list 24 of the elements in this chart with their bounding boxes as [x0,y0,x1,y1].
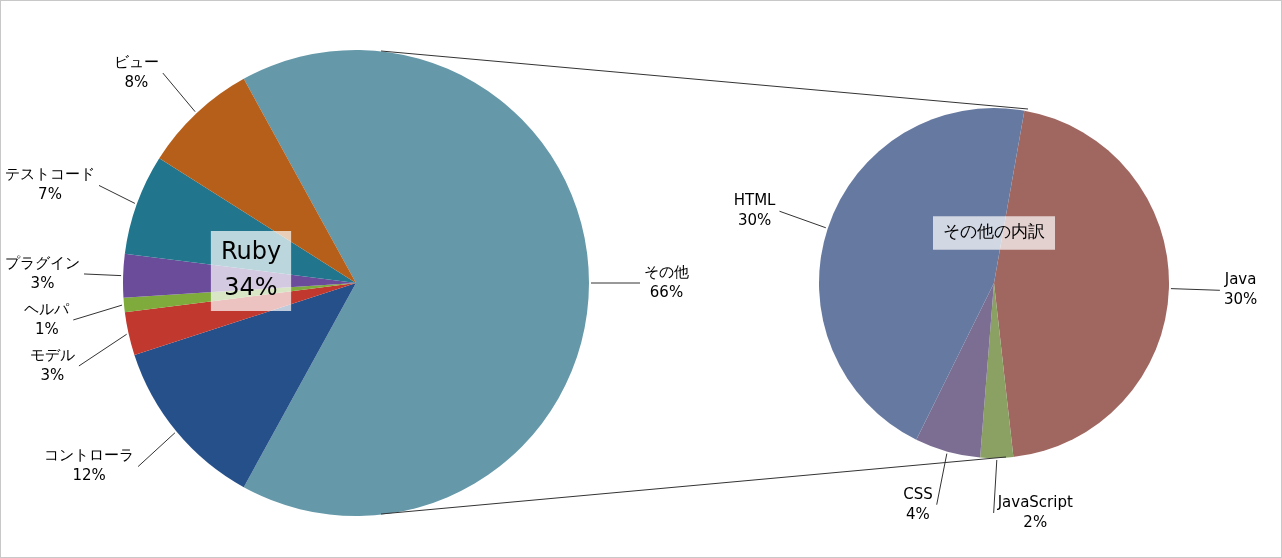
slice-label: その他 [644,262,689,281]
slice-label: Java [1223,270,1257,289]
slice-label: コントローラ [44,446,135,465]
data-label: 66% [649,282,684,301]
slice-label: ヘルパ [24,299,71,318]
slice-label: CSS [903,484,933,503]
data-label: 30% [737,211,772,230]
data-label: 12% [72,466,106,485]
slice-label: HTML [733,191,777,210]
data-label: 2% [1023,512,1048,531]
data-label: 1% [34,319,59,338]
text: Ruby 34% [220,237,282,302]
slice-label: JavaScript [996,492,1073,511]
data-label: 30% [1223,290,1258,309]
data-label: 8% [124,72,149,91]
data-label: 4% [906,504,930,523]
slice-label: テストコード [5,165,95,184]
data-label: 3% [40,365,65,384]
text: その他の内訳 [943,221,1045,242]
slice-label: プラグイン [5,253,80,272]
data-label: 3% [30,273,55,292]
slice-label: モデル [29,345,75,364]
slice-label: ビュー [113,52,159,71]
data-label: 7% [38,185,62,204]
